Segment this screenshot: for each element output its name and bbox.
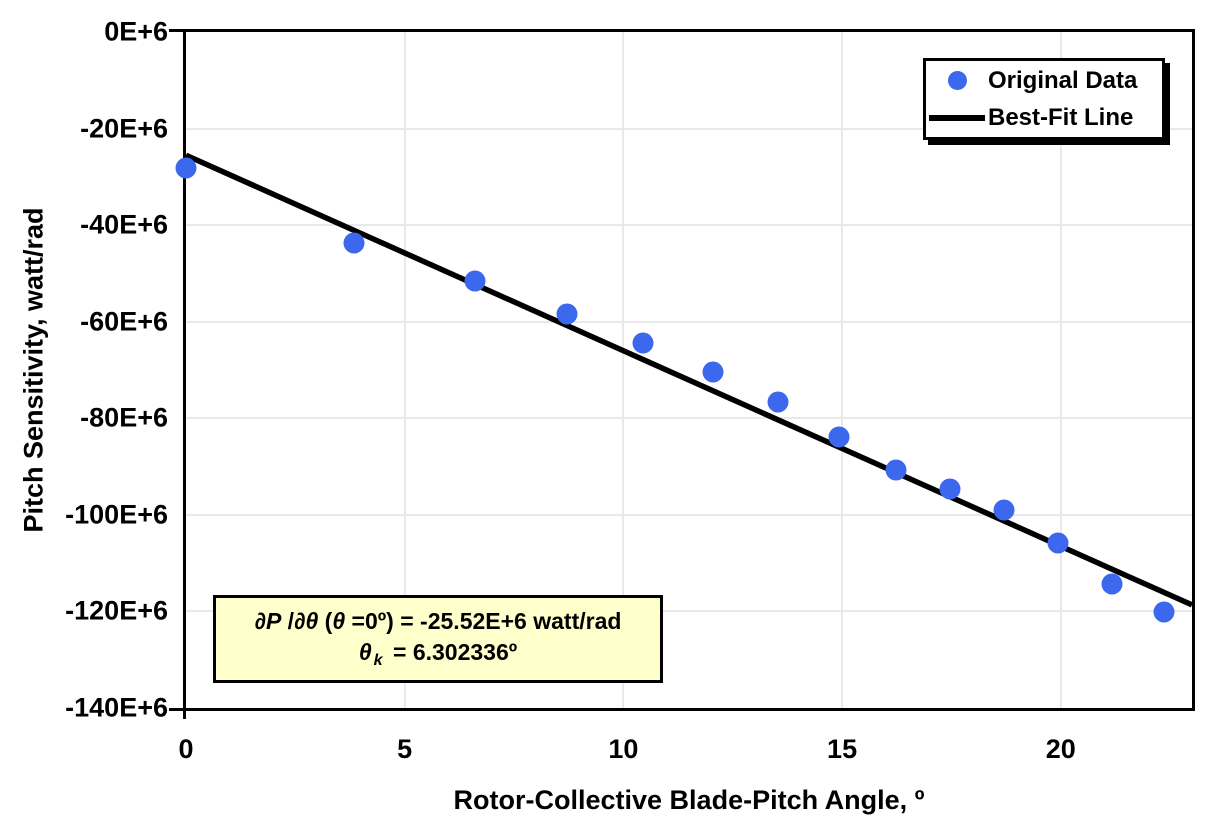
- x-axis-tick-label: 10: [608, 734, 639, 764]
- gridline-vertical: [841, 32, 844, 708]
- y-axis-end-tick: [169, 29, 183, 32]
- gridline-vertical: [403, 32, 406, 708]
- data-point: [464, 270, 486, 292]
- y-axis-tick-label: -120E+6: [65, 595, 168, 626]
- gridline-horizontal: [186, 320, 1192, 323]
- data-point: [939, 478, 961, 500]
- y-axis-tick-label: -40E+6: [80, 209, 168, 240]
- y-axis-tick-label: -60E+6: [80, 306, 168, 337]
- legend-label: Best-Fit Line: [988, 103, 1134, 131]
- gridline-vertical: [622, 32, 625, 708]
- data-point: [1101, 573, 1123, 595]
- best-fit-line: [186, 155, 1192, 605]
- annotation-text-segment: =0º) = -25.52E+6 watt/rad: [345, 607, 622, 634]
- y-axis-end-tick: [169, 708, 183, 711]
- y-axis-tick-label: 0E+6: [104, 16, 168, 47]
- scatter-marker-icon: [947, 71, 967, 90]
- y-axis-tick-label: -20E+6: [80, 113, 168, 144]
- data-point: [993, 499, 1015, 521]
- annotation-line-1: ∂P /∂θ (θ =0º) = -25.52E+6 watt/rad: [255, 606, 622, 637]
- legend-item-original-data: Original Data: [926, 62, 1162, 99]
- x-axis-tick-label: 20: [1045, 734, 1076, 764]
- gridline-horizontal: [186, 417, 1192, 420]
- data-point: [343, 232, 365, 254]
- y-axis-tick-label: -100E+6: [65, 499, 168, 530]
- gridline-horizontal: [186, 610, 1192, 613]
- annotation-text-segment: θ: [358, 638, 372, 665]
- annotation-text-segment: (: [318, 607, 333, 634]
- annotation-text-segment: /: [281, 607, 295, 634]
- y-axis-tick-label: -80E+6: [80, 402, 168, 433]
- x-axis-end-tick: [183, 711, 186, 719]
- legend: Original Data Best-Fit Line: [923, 58, 1165, 140]
- data-point: [702, 361, 724, 383]
- x-axis-title: Rotor-Collective Blade-Pitch Angle, º: [453, 785, 925, 815]
- best-fit-line-layer: [186, 32, 1192, 708]
- y-axis-tick-label: -140E+6: [65, 692, 168, 723]
- legend-item-best-fit-line: Best-Fit Line: [926, 99, 1162, 136]
- data-point: [828, 426, 850, 448]
- legend-label: Original Data: [988, 66, 1138, 94]
- data-point: [767, 391, 789, 413]
- annotation-text-segment: k: [373, 651, 383, 670]
- x-axis-ticks: 0 5 10 15 20: [178, 734, 1192, 770]
- x-axis-tick-label: 5: [397, 734, 413, 764]
- annotation-text-segment: = 6.302336º: [386, 638, 518, 665]
- gridline-horizontal: [186, 127, 1192, 130]
- annotation-text-segment: ∂θ: [294, 607, 319, 634]
- annotation-text-segment: θ: [332, 607, 346, 634]
- data-point: [1047, 532, 1069, 554]
- data-point: [175, 157, 197, 179]
- data-point: [556, 303, 578, 325]
- y-axis-ticks: 0E+6 -20E+6 -40E+6 -60E+6 -80E+6 -100E+6 -120E…: [0, 17, 174, 723]
- data-point: [885, 459, 907, 481]
- gridline-vertical: [1059, 32, 1062, 708]
- gridline-horizontal: [186, 224, 1192, 227]
- data-point: [1153, 601, 1175, 623]
- line-marker-icon: [929, 114, 985, 121]
- x-axis-tick-label: 0: [178, 734, 194, 764]
- annotation-text-segment: ∂P: [254, 607, 282, 634]
- gridline-horizontal: [186, 513, 1192, 516]
- data-point: [632, 332, 654, 354]
- x-axis-tick-label: 15: [827, 734, 858, 764]
